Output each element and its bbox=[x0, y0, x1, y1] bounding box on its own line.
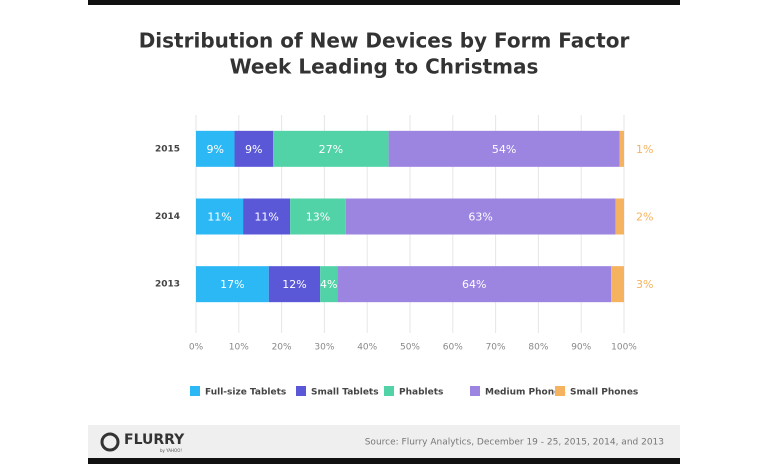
data-label: 11% bbox=[207, 211, 231, 224]
bar-segment bbox=[290, 198, 346, 235]
legend-swatch bbox=[555, 386, 565, 396]
legend-label: Phablets bbox=[399, 388, 443, 398]
x-tick-label: 90% bbox=[571, 343, 591, 353]
bar-segment bbox=[388, 130, 620, 167]
x-tick-label: 80% bbox=[528, 343, 548, 353]
logo-icon bbox=[100, 432, 120, 452]
logo: FLURRY bbox=[124, 432, 185, 448]
x-tick-label: 60% bbox=[443, 343, 463, 353]
top-border bbox=[88, 0, 680, 5]
data-label: 64% bbox=[462, 278, 486, 291]
legend-label: Small Phones bbox=[570, 388, 638, 398]
bar-segment bbox=[234, 130, 274, 167]
bar-segment bbox=[268, 266, 321, 303]
legend-swatch bbox=[296, 386, 306, 396]
data-label: 12% bbox=[282, 278, 306, 291]
bar-segment bbox=[196, 130, 235, 167]
bar-segment bbox=[345, 198, 616, 235]
data-label: 11% bbox=[254, 211, 278, 224]
logo-sub: by YAHOO! bbox=[160, 448, 182, 453]
y-tick-label: 2015 bbox=[155, 144, 180, 154]
data-label: 13% bbox=[306, 211, 330, 224]
bar-segment bbox=[615, 198, 624, 235]
bar-segment bbox=[196, 198, 244, 235]
legend-label: Full-size Tablets bbox=[205, 388, 286, 398]
data-label: 3% bbox=[636, 278, 653, 291]
legend-label: Small Tablets bbox=[311, 388, 379, 398]
data-label: 9% bbox=[207, 143, 224, 156]
bar-segment bbox=[611, 266, 624, 303]
x-tick-label: 30% bbox=[314, 343, 334, 353]
bar-segment bbox=[337, 266, 612, 303]
y-tick-label: 2013 bbox=[155, 280, 180, 290]
chart-subtitle: Week Leading to Christmas bbox=[230, 55, 539, 79]
x-tick-label: 70% bbox=[486, 343, 506, 353]
y-tick-label: 2014 bbox=[155, 212, 180, 222]
source: Source: Flurry Analytics, December 19 - … bbox=[365, 438, 664, 448]
bar-segment bbox=[243, 198, 291, 235]
data-label: 1% bbox=[636, 143, 653, 156]
x-tick-label: 50% bbox=[400, 343, 420, 353]
footer-bar bbox=[88, 425, 680, 458]
legend-swatch bbox=[190, 386, 200, 396]
data-label: 54% bbox=[492, 143, 516, 156]
data-label: 27% bbox=[319, 143, 343, 156]
x-tick-label: 100% bbox=[611, 343, 637, 353]
bar-segment bbox=[320, 266, 338, 303]
legend-swatch bbox=[384, 386, 394, 396]
x-tick-label: 0% bbox=[189, 343, 204, 353]
x-tick-label: 40% bbox=[357, 343, 377, 353]
data-label: 63% bbox=[468, 211, 492, 224]
data-label: 17% bbox=[220, 278, 244, 291]
data-label: 2% bbox=[636, 211, 653, 224]
bar-segment bbox=[196, 266, 269, 303]
data-label: 4% bbox=[320, 278, 337, 291]
bar-segment bbox=[273, 130, 389, 167]
legend-label: Medium Phones bbox=[485, 388, 566, 398]
chart-title: Distribution of New Devices by Form Fact… bbox=[139, 29, 630, 53]
x-tick-label: 20% bbox=[272, 343, 292, 353]
bottom-border bbox=[88, 458, 680, 464]
bar-segment bbox=[619, 130, 624, 167]
legend-swatch bbox=[470, 386, 480, 396]
x-tick-label: 10% bbox=[229, 343, 249, 353]
data-label: 9% bbox=[245, 143, 262, 156]
